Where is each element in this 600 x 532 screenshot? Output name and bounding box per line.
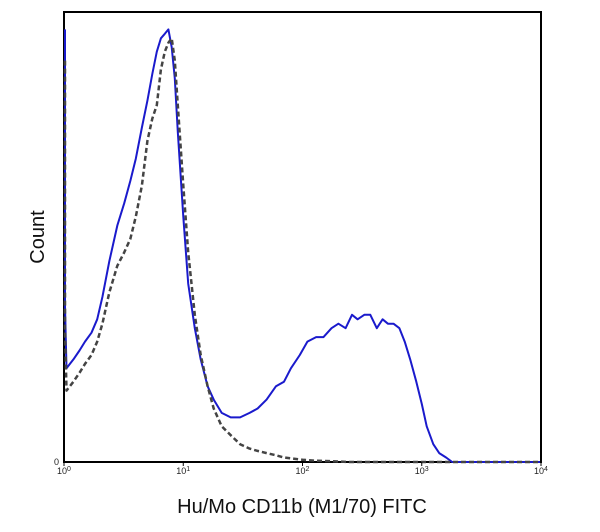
x-tick-label: 100 xyxy=(57,466,71,476)
plot-area-frame xyxy=(63,11,542,463)
series-layer xyxy=(63,28,540,464)
x-tick-label: 102 xyxy=(296,466,310,476)
y-axis-ticks: 0 xyxy=(54,457,59,467)
x-tick-label: 103 xyxy=(415,466,429,476)
x-tick-label: 101 xyxy=(176,466,190,476)
x-axis-ticks: 100 101 102 103 104 xyxy=(57,462,548,476)
x-tick-label: 104 xyxy=(534,466,548,476)
x-axis-title: Hu/Mo CD11b (M1/70) FITC xyxy=(177,496,427,518)
y-tick-label: 0 xyxy=(54,457,59,467)
y-axis-title: Count xyxy=(27,210,49,264)
series-line-1 xyxy=(64,28,540,463)
series-line-2 xyxy=(63,37,540,464)
